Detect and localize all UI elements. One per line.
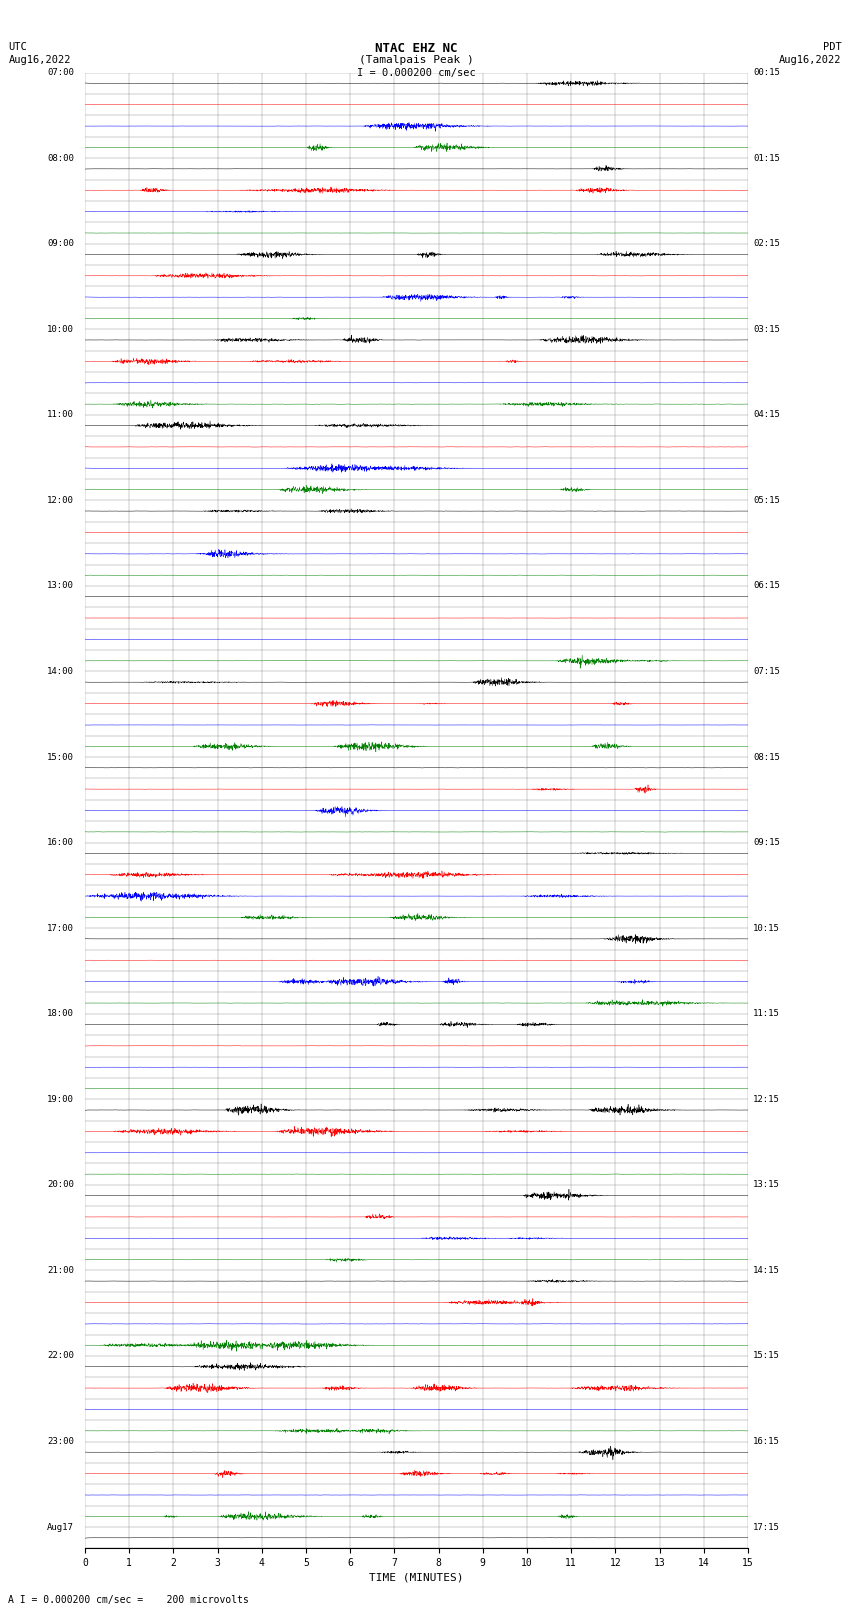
Text: 14:15: 14:15 <box>753 1266 780 1274</box>
Text: UTC: UTC <box>8 42 27 52</box>
Text: 17:15: 17:15 <box>753 1523 780 1532</box>
Text: Aug16,2022: Aug16,2022 <box>8 55 71 65</box>
Text: 03:15: 03:15 <box>753 324 780 334</box>
Text: 13:15: 13:15 <box>753 1181 780 1189</box>
Text: 21:00: 21:00 <box>47 1266 74 1274</box>
Text: 19:00: 19:00 <box>47 1095 74 1103</box>
Text: 07:00: 07:00 <box>47 68 74 77</box>
Text: 08:15: 08:15 <box>753 753 780 761</box>
Text: 04:15: 04:15 <box>753 410 780 419</box>
Text: NTAC EHZ NC: NTAC EHZ NC <box>375 42 458 55</box>
Text: Aug17: Aug17 <box>47 1523 74 1532</box>
Text: 16:00: 16:00 <box>47 839 74 847</box>
Text: 13:00: 13:00 <box>47 581 74 590</box>
Text: 10:00: 10:00 <box>47 324 74 334</box>
Text: 20:00: 20:00 <box>47 1181 74 1189</box>
Text: 07:15: 07:15 <box>753 668 780 676</box>
Text: 11:15: 11:15 <box>753 1010 780 1018</box>
Text: 18:00: 18:00 <box>47 1010 74 1018</box>
Text: (Tamalpais Peak ): (Tamalpais Peak ) <box>359 55 474 65</box>
Text: 06:15: 06:15 <box>753 581 780 590</box>
X-axis label: TIME (MINUTES): TIME (MINUTES) <box>369 1573 464 1582</box>
Text: 09:15: 09:15 <box>753 839 780 847</box>
Text: PDT: PDT <box>823 42 842 52</box>
Text: 23:00: 23:00 <box>47 1437 74 1445</box>
Text: A I = 0.000200 cm/sec =    200 microvolts: A I = 0.000200 cm/sec = 200 microvolts <box>8 1595 249 1605</box>
Text: 11:00: 11:00 <box>47 410 74 419</box>
Text: Aug16,2022: Aug16,2022 <box>779 55 842 65</box>
Text: 02:15: 02:15 <box>753 239 780 248</box>
Text: 12:15: 12:15 <box>753 1095 780 1103</box>
Text: 09:00: 09:00 <box>47 239 74 248</box>
Text: 15:15: 15:15 <box>753 1352 780 1360</box>
Text: 22:00: 22:00 <box>47 1352 74 1360</box>
Text: I = 0.000200 cm/sec: I = 0.000200 cm/sec <box>357 68 476 77</box>
Text: 01:15: 01:15 <box>753 153 780 163</box>
Text: 17:00: 17:00 <box>47 924 74 932</box>
Text: 08:00: 08:00 <box>47 153 74 163</box>
Text: 16:15: 16:15 <box>753 1437 780 1445</box>
Text: 14:00: 14:00 <box>47 668 74 676</box>
Text: 00:15: 00:15 <box>753 68 780 77</box>
Text: 12:00: 12:00 <box>47 495 74 505</box>
Text: 15:00: 15:00 <box>47 753 74 761</box>
Text: 10:15: 10:15 <box>753 924 780 932</box>
Text: 05:15: 05:15 <box>753 495 780 505</box>
